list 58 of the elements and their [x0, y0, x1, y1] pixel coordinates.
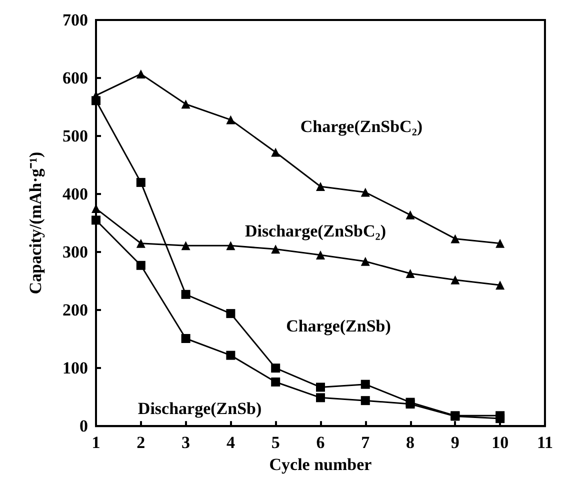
point [496, 238, 505, 248]
point [316, 382, 325, 392]
x-tick-label: 6 [316, 433, 325, 452]
y-tick-label: 400 [62, 184, 88, 204]
series-label: Charge(ZnSb) [286, 316, 391, 336]
point [181, 334, 190, 343]
x-tick-label: 9 [450, 433, 460, 452]
point [136, 178, 146, 187]
x-tick-label: 3 [182, 433, 190, 452]
y-tick-label: 500 [62, 126, 88, 146]
point [226, 241, 236, 250]
point [136, 69, 146, 78]
point [92, 216, 100, 225]
point [271, 244, 280, 254]
point [496, 414, 505, 424]
point [136, 238, 146, 248]
x-tick-label: 11 [536, 433, 553, 452]
point [450, 275, 460, 284]
y-tick-label: 200 [62, 300, 88, 320]
x-tick-label: 4 [226, 433, 236, 452]
point [406, 269, 415, 278]
point [226, 350, 236, 360]
point [316, 393, 325, 402]
x-tick-label: 10 [492, 433, 509, 452]
series-label: Charge(ZnSbC₂) [300, 117, 423, 136]
point [450, 234, 460, 244]
y-tick-label: 0 [80, 416, 88, 436]
y-tick-label: 700 [62, 10, 88, 30]
point [181, 100, 190, 109]
y-axis-title: Capacity/(mAh·g⁻¹) [26, 152, 45, 294]
x-tick-label: 1 [92, 433, 100, 452]
point [316, 250, 325, 260]
point [181, 290, 190, 299]
series-label: Discharge(ZnSbC₂) [244, 221, 386, 240]
point [316, 182, 325, 191]
x-tick-label: 2 [136, 433, 146, 452]
y-tick-label: 100 [62, 358, 88, 378]
point [226, 309, 236, 318]
point [496, 280, 505, 290]
series-label: Discharge(ZnSb) [138, 399, 262, 418]
point [360, 380, 370, 389]
point [271, 378, 280, 387]
point [271, 148, 280, 157]
x-tick-label: 5 [271, 433, 280, 452]
y-tick-label: 300 [62, 242, 88, 262]
point [271, 364, 280, 373]
point [360, 396, 370, 406]
y-tick-label: 600 [62, 68, 88, 88]
x-axis-title: Cycle number [269, 455, 372, 474]
point [226, 115, 236, 124]
point [92, 96, 100, 106]
point [360, 188, 370, 197]
point [181, 241, 190, 250]
point [406, 210, 415, 220]
x-tick-label: 7 [361, 433, 370, 452]
x-tick-label: 8 [406, 433, 415, 452]
point [360, 256, 370, 266]
point [136, 260, 146, 270]
